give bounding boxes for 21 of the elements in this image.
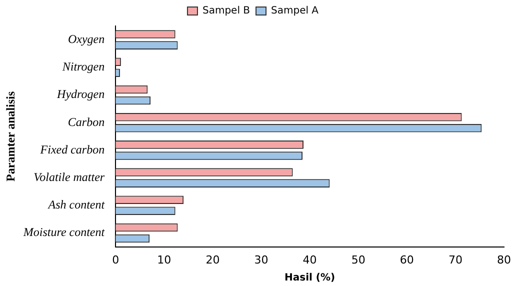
x-tick-label: 10	[157, 253, 172, 266]
y-tick-label: Volatile matter	[34, 170, 105, 184]
x-tick-label: 60	[400, 253, 414, 266]
y-tick-label: Carbon	[68, 114, 105, 129]
y-tick-label: Fixed carbon	[39, 142, 105, 156]
legend-label: Sampel A	[271, 6, 319, 17]
x-tick-label: 70	[448, 253, 462, 266]
x-tick-label: 30	[254, 253, 268, 266]
y-tick-label: Hydrogen	[56, 87, 105, 102]
y-tick-label: Moisture content	[22, 225, 106, 240]
y-axis-title: Paramter analisis	[3, 91, 18, 182]
y-tick-label: Oxygen	[68, 32, 105, 46]
x-tick-label: 40	[302, 253, 317, 266]
x-axis-title: Hasil (%)	[284, 272, 336, 284]
x-tick-label: 50	[351, 253, 366, 266]
x-tick-label: 20	[206, 253, 220, 266]
x-tick-label: 80	[497, 253, 511, 266]
y-tick-label: Nitrogen	[61, 60, 105, 74]
x-tick-label: 0	[112, 253, 120, 266]
y-tick-label: Ash content	[47, 198, 106, 212]
legend-label: Sampel B	[202, 6, 250, 17]
